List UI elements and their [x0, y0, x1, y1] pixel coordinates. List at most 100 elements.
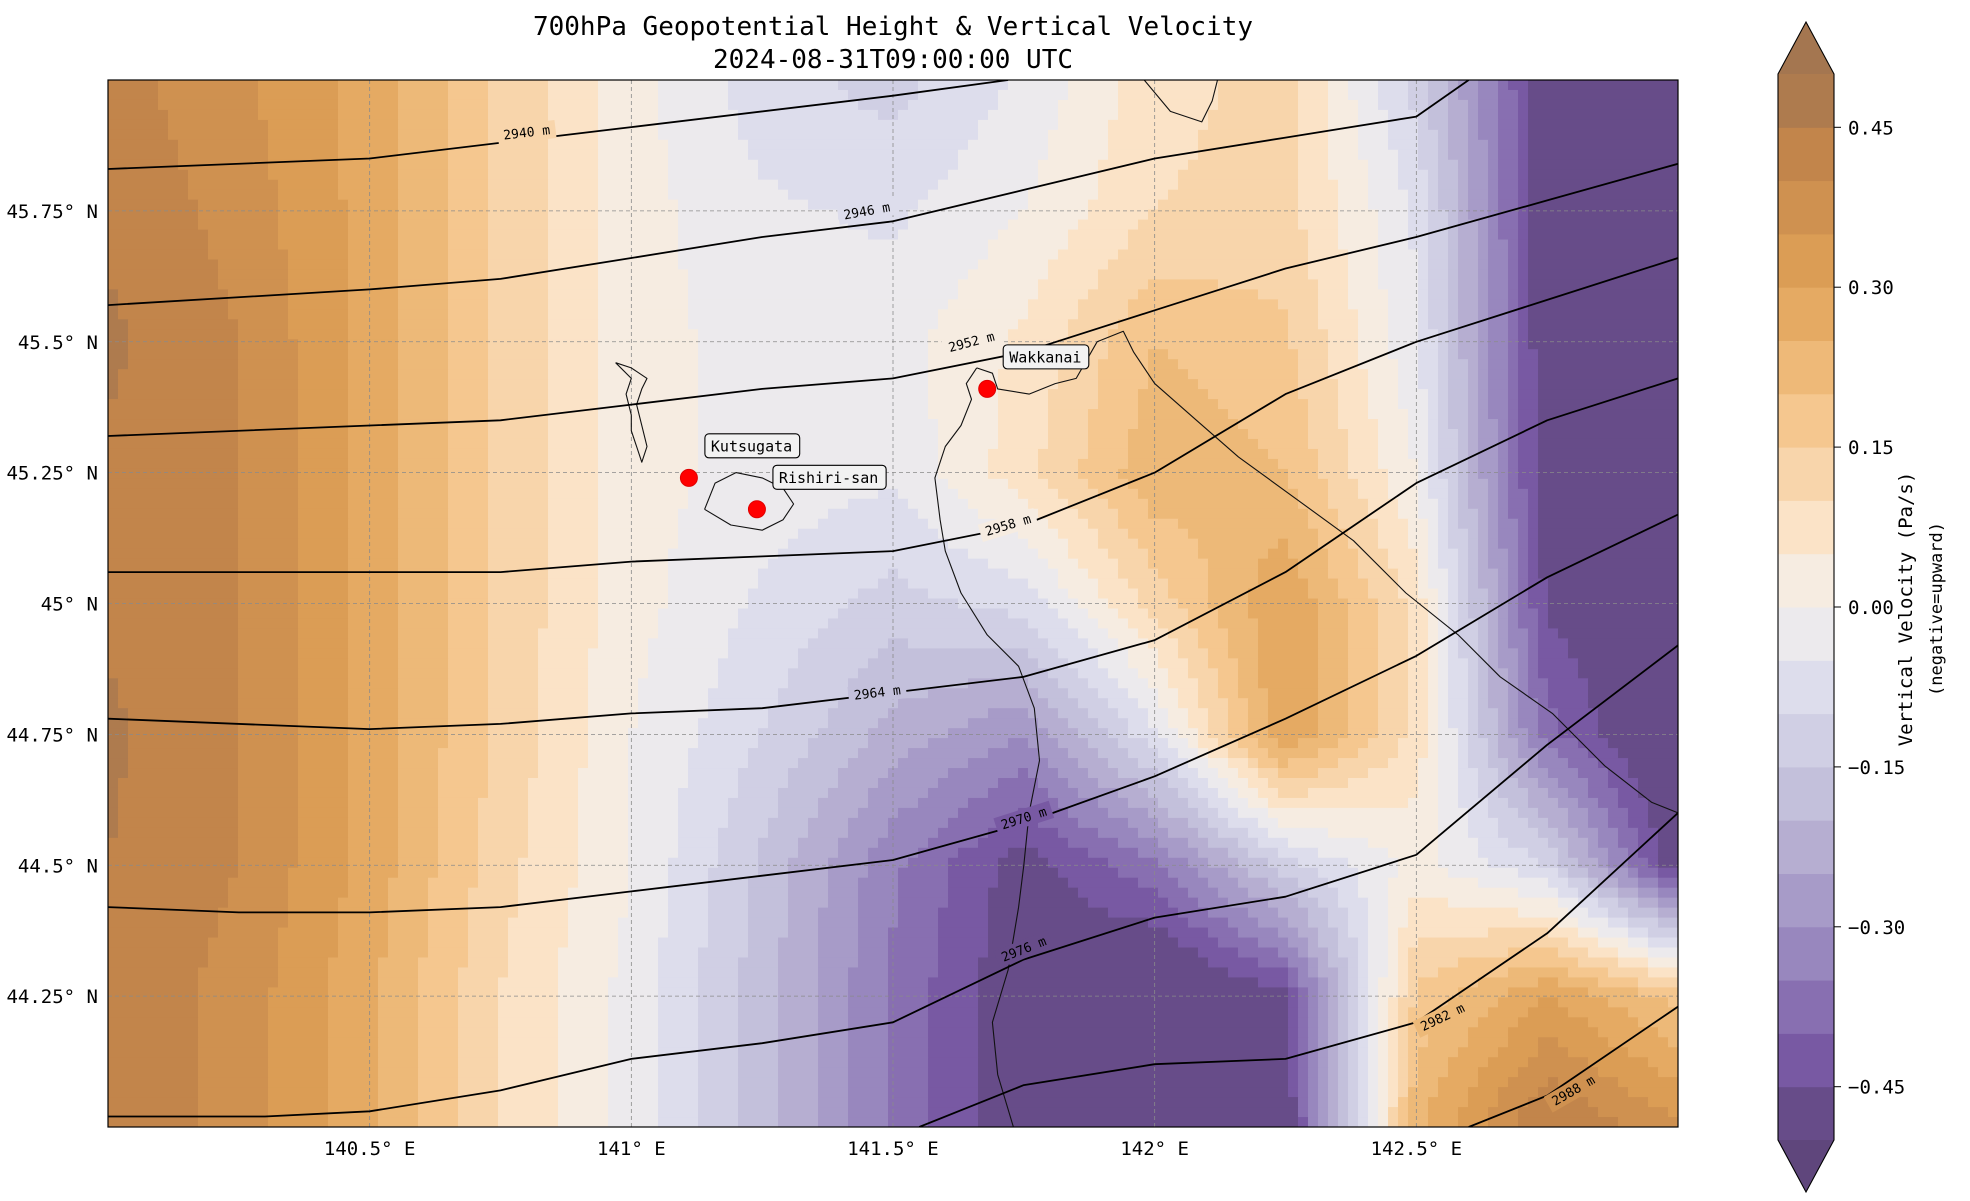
- field-cell: [448, 339, 489, 350]
- field-cell: [1228, 967, 1289, 979]
- field-cell: [818, 1107, 849, 1118]
- field-cell: [1378, 239, 1409, 251]
- field-cell: [1258, 658, 1319, 669]
- field-cell: [398, 797, 439, 809]
- field-cell: [1298, 359, 1329, 370]
- field-cell: [548, 179, 599, 191]
- field-cell: [698, 409, 929, 420]
- field-cell: [1288, 1007, 1299, 1018]
- field-cell: [1378, 1037, 1389, 1048]
- height-contour-label: 2964 m: [853, 683, 902, 703]
- field-cell: [1148, 787, 1179, 799]
- field-cell: [1518, 907, 1569, 919]
- field-cell: [658, 618, 739, 630]
- field-cell: [1528, 628, 1539, 639]
- field-cell: [1168, 628, 1199, 639]
- field-cell: [1318, 1037, 1329, 1048]
- field-cell: [398, 528, 449, 540]
- field-cell: [1218, 807, 1239, 819]
- field-cell: [1338, 987, 1349, 998]
- field-cell: [698, 458, 939, 470]
- field-cell: [1318, 1007, 1329, 1018]
- field-cell: [1618, 1117, 1678, 1127]
- field-cell: [448, 119, 489, 131]
- field-cell: [1368, 179, 1399, 191]
- field-cell: [398, 319, 449, 330]
- field-cell: [348, 857, 399, 869]
- field-cell: [438, 837, 479, 849]
- field-cell: [1588, 787, 1619, 799]
- field-cell: [1258, 977, 1289, 988]
- field-cell: [1378, 638, 1409, 649]
- field-cell: [618, 927, 669, 939]
- field-cell: [458, 1067, 499, 1078]
- field-cell: [1448, 678, 1469, 689]
- field-cell: [1208, 389, 1299, 400]
- field-cell: [1298, 209, 1339, 221]
- field-cell: [1468, 448, 1479, 460]
- field-cell: [348, 678, 399, 689]
- field-cell: [398, 399, 449, 410]
- field-cell: [918, 89, 999, 101]
- field-cell: [1488, 528, 1499, 540]
- field-cell: [898, 917, 939, 929]
- field-cell: [1378, 598, 1409, 610]
- field-cell: [748, 598, 849, 610]
- field-cell: [398, 289, 449, 300]
- field-cell: [1618, 797, 1649, 809]
- field-cell: [238, 319, 289, 330]
- field-cell: [1068, 778, 1099, 789]
- field-cell: [1398, 927, 1489, 939]
- field-cell: [1528, 249, 1678, 261]
- field-cell: [1198, 548, 1269, 560]
- field-cell: [1568, 817, 1589, 829]
- field-cell: [1018, 528, 1059, 540]
- field-cell: [1488, 339, 1509, 350]
- field-cell: [978, 1097, 1299, 1108]
- field-cell: [1378, 1047, 1389, 1058]
- field-cell: [1028, 708, 1059, 719]
- field-cell: [108, 259, 219, 271]
- field-cell: [818, 518, 929, 530]
- field-cell: [748, 927, 789, 939]
- field-cell: [598, 319, 689, 330]
- field-cell: [658, 997, 699, 1008]
- field-cell: [578, 797, 629, 809]
- field-cell: [1508, 359, 1519, 370]
- field-cell: [1048, 149, 1109, 161]
- field-cell: [828, 718, 879, 729]
- field-cell: [1558, 897, 1579, 909]
- field-cell: [108, 389, 119, 400]
- field-cell: [1548, 698, 1589, 709]
- field-cell: [1368, 1067, 1379, 1078]
- field-cell: [278, 209, 349, 221]
- field-cell: [398, 99, 449, 111]
- field-cell: [1408, 1077, 1419, 1088]
- field-cell: [1068, 688, 1099, 699]
- field-cell: [1478, 259, 1489, 271]
- field-cell: [1578, 668, 1678, 679]
- field-cell: [1528, 89, 1678, 101]
- field-cell: [758, 568, 889, 580]
- field-cell: [1498, 658, 1519, 669]
- field-cell: [238, 857, 299, 869]
- height-contour-label-bg: [1543, 1068, 1603, 1113]
- field-cell: [1008, 608, 1059, 620]
- field-cell: [1218, 99, 1299, 111]
- field-cell: [1068, 807, 1109, 819]
- field-cell: [1478, 1067, 1519, 1078]
- field-cell: [1318, 279, 1349, 290]
- field-cell: [1578, 738, 1609, 749]
- field-cell: [978, 1007, 1289, 1018]
- field-cell: [1358, 139, 1389, 151]
- field-cell: [188, 179, 279, 191]
- field-cell: [268, 1087, 329, 1098]
- field-cell: [1228, 778, 1249, 789]
- field-cell: [298, 578, 349, 590]
- field-cell: [668, 588, 749, 600]
- field-cell: [1408, 189, 1429, 201]
- field-cell: [1348, 608, 1379, 620]
- field-cell: [748, 897, 789, 909]
- field-cell: [1288, 917, 1309, 929]
- field-cell: [1318, 867, 1359, 879]
